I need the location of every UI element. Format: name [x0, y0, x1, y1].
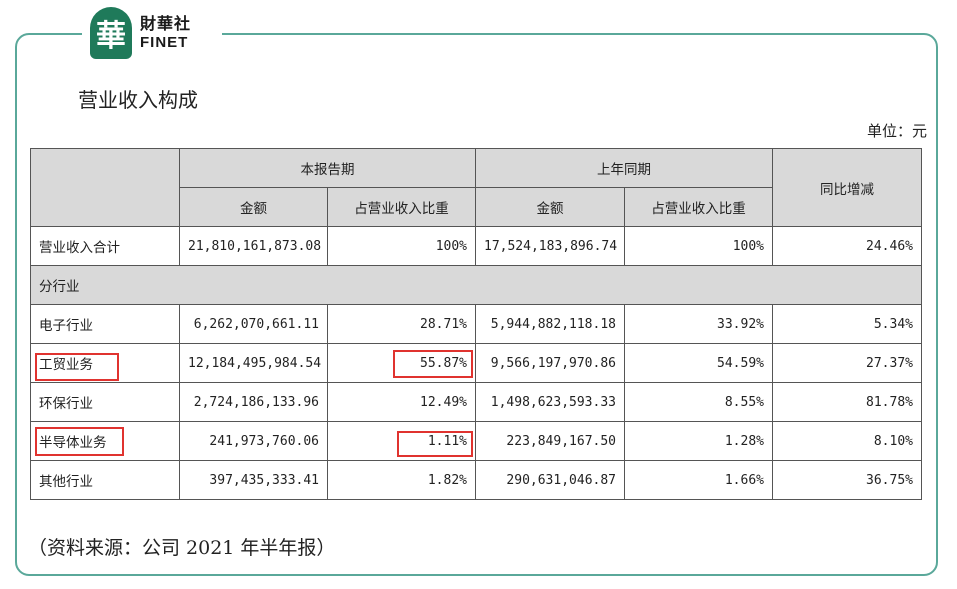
- cell-amount-prior: 1,498,623,593.33: [475, 382, 625, 422]
- table-row: 其他行业 397,435,333.41 1.82% 290,631,046.87…: [30, 460, 922, 500]
- header-share-prior: 占营业收入比重: [624, 187, 773, 227]
- header-share-current: 占营业收入比重: [327, 187, 476, 227]
- cell-yoy: 81.78%: [772, 382, 922, 422]
- cell-yoy: 27.37%: [772, 343, 922, 383]
- source-note: （资料来源：公司 2021 年半年报）: [28, 537, 336, 559]
- cell-share-prior: 33.92%: [624, 304, 773, 344]
- cell-share-current: 1.82%: [327, 460, 476, 500]
- card-frame: [15, 33, 938, 576]
- section-row: 分行业: [30, 265, 922, 305]
- highlight-box-gongmao-share: [393, 350, 473, 378]
- header-yoy: 同比增减: [772, 148, 922, 227]
- row-name: 营业收入合计: [30, 226, 180, 266]
- table-row: 工贸业务 12,184,495,984.54 55.87% 9,566,197,…: [30, 343, 922, 383]
- cell-amount-prior: 9,566,197,970.86: [475, 343, 625, 383]
- header-blank: [30, 148, 180, 227]
- header-prior-period: 上年同期: [475, 148, 773, 188]
- cell-amount-current: 397,435,333.41: [179, 460, 328, 500]
- logo-name-en: FINET: [140, 34, 189, 51]
- cell-share-current: 12.49%: [327, 382, 476, 422]
- cell-amount-current: 241,973,760.06: [179, 421, 328, 461]
- section-label: 分行业: [30, 265, 922, 305]
- table-row: 环保行业 2,724,186,133.96 12.49% 1,498,623,5…: [30, 382, 922, 422]
- revenue-table: 本报告期 上年同期 同比增减 金额 占营业收入比重 金额 占营业收入比重 营业收…: [30, 148, 922, 500]
- row-name: 电子行业: [30, 304, 180, 344]
- cell-amount-prior: 290,631,046.87: [475, 460, 625, 500]
- cell-yoy: 24.46%: [772, 226, 922, 266]
- table-row-total: 营业收入合计 21,810,161,873.08 100% 17,524,183…: [30, 226, 922, 266]
- header-amount-prior: 金额: [475, 187, 625, 227]
- cell-amount-current: 21,810,161,873.08: [179, 226, 328, 266]
- cell-share-prior: 8.55%: [624, 382, 773, 422]
- cell-amount-current: 6,262,070,661.11: [179, 304, 328, 344]
- cell-yoy: 5.34%: [772, 304, 922, 344]
- cell-share-prior: 1.28%: [624, 421, 773, 461]
- cell-amount-prior: 5,944,882,118.18: [475, 304, 625, 344]
- cell-share-current: 28.71%: [327, 304, 476, 344]
- highlight-box-gongmao-name: [35, 353, 119, 381]
- table-row: 电子行业 6,262,070,661.11 28.71% 5,944,882,1…: [30, 304, 922, 344]
- cell-amount-prior: 17,524,183,896.74: [475, 226, 625, 266]
- unit-label: 单位：元: [866, 122, 927, 140]
- row-name: 环保行业: [30, 382, 180, 422]
- cell-amount-current: 2,724,186,133.96: [179, 382, 328, 422]
- cell-share-prior: 54.59%: [624, 343, 773, 383]
- table-row: 半导体业务 241,973,760.06 1.11% 223,849,167.5…: [30, 421, 922, 461]
- row-name: 其他行业: [30, 460, 180, 500]
- cell-share-current: 100%: [327, 226, 476, 266]
- logo-mark-icon: 華: [90, 7, 132, 59]
- highlight-box-semiconductor-name: [35, 427, 124, 456]
- header-row-1: 本报告期 上年同期 同比增减: [30, 148, 922, 227]
- cell-amount-prior: 223,849,167.50: [475, 421, 625, 461]
- finet-logo: 華 財華社 FINET: [82, 4, 222, 62]
- cell-share-prior: 100%: [624, 226, 773, 266]
- cell-share-prior: 1.66%: [624, 460, 773, 500]
- cell-yoy: 36.75%: [772, 460, 922, 500]
- logo-name-cn: 財華社: [140, 14, 192, 33]
- cell-yoy: 8.10%: [772, 421, 922, 461]
- header-amount-current: 金额: [179, 187, 328, 227]
- logo-text: 財華社 FINET: [140, 14, 192, 51]
- cell-amount-current: 12,184,495,984.54: [179, 343, 328, 383]
- header-current-period: 本报告期: [179, 148, 476, 188]
- highlight-box-semiconductor-share: [397, 431, 473, 457]
- page-title: 营业收入构成: [78, 88, 198, 112]
